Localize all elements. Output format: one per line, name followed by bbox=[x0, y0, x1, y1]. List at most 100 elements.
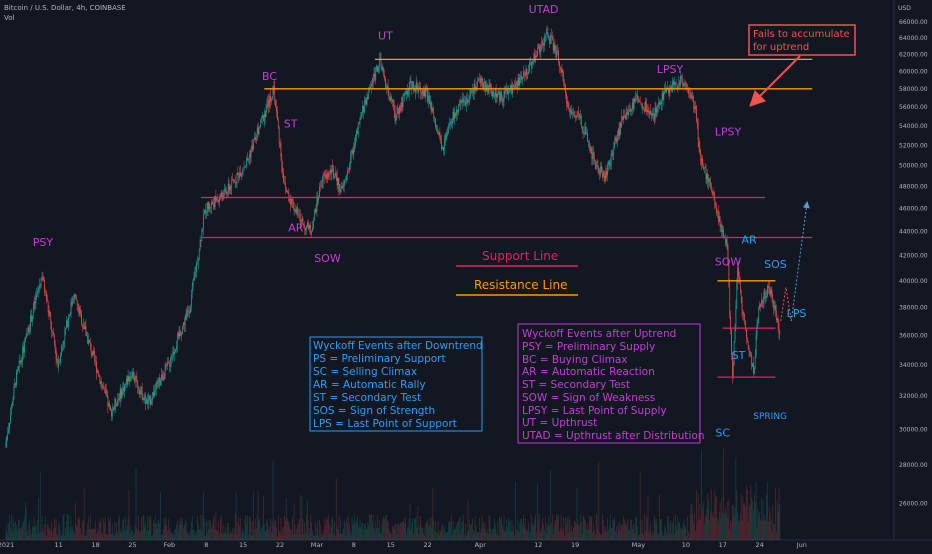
price-tick-label: 40000.00 bbox=[899, 278, 928, 285]
candle-body bbox=[279, 142, 281, 145]
candle-body bbox=[700, 153, 702, 164]
volume-bar bbox=[28, 525, 30, 540]
volume-bar bbox=[45, 516, 46, 540]
price-tick-label: 60000.00 bbox=[899, 68, 928, 75]
candle-body bbox=[522, 77, 523, 80]
volume-bar bbox=[25, 508, 27, 540]
candle-body bbox=[592, 152, 594, 160]
candle-body bbox=[252, 145, 254, 150]
candle-body bbox=[169, 362, 170, 367]
candle-body bbox=[542, 41, 544, 44]
volume-bar bbox=[379, 532, 381, 540]
candle-body bbox=[363, 105, 364, 113]
candle-body bbox=[412, 81, 414, 89]
price-tick-label: 26000.00 bbox=[899, 500, 928, 507]
candle-body bbox=[310, 228, 312, 235]
volume-bar bbox=[765, 520, 767, 540]
candle-body bbox=[256, 128, 258, 141]
volume-bar bbox=[311, 522, 313, 540]
candle-body bbox=[660, 101, 662, 104]
candle-body bbox=[486, 84, 488, 92]
volume-bar bbox=[143, 515, 145, 540]
uptrend-legend: Wyckoff Events after Uptrend PSY = Preli… bbox=[517, 323, 704, 444]
volume-bar bbox=[164, 525, 166, 540]
candle-body bbox=[524, 75, 526, 76]
candle-body bbox=[226, 193, 228, 195]
volume-bar bbox=[285, 498, 287, 540]
candle-body bbox=[270, 98, 272, 102]
volume-bar bbox=[133, 532, 135, 540]
volume-bar bbox=[219, 533, 220, 540]
candle-body bbox=[665, 87, 666, 93]
volume-bar bbox=[364, 524, 366, 540]
candle-body bbox=[240, 172, 241, 177]
volume-bar bbox=[326, 519, 327, 540]
volume-bar bbox=[391, 534, 392, 540]
candle-body bbox=[89, 342, 91, 345]
candle-body bbox=[145, 395, 147, 404]
volume-bar bbox=[43, 532, 45, 540]
candle-body bbox=[582, 126, 584, 133]
volume-bar bbox=[502, 529, 504, 540]
candle-body bbox=[289, 198, 291, 202]
volume-bar bbox=[356, 515, 358, 540]
candle-body bbox=[612, 152, 614, 155]
candle-body bbox=[153, 392, 154, 397]
volume-bar bbox=[312, 530, 313, 540]
volume-bar bbox=[227, 523, 229, 540]
volume-bar bbox=[735, 458, 737, 540]
volume-bar bbox=[666, 532, 667, 540]
candle-body bbox=[428, 95, 429, 102]
candle-body bbox=[689, 92, 691, 96]
candle-body bbox=[234, 181, 236, 184]
candle-body bbox=[282, 166, 284, 173]
candle-body bbox=[654, 107, 656, 120]
candle-body bbox=[176, 346, 177, 350]
volume-bar bbox=[263, 495, 264, 540]
volume-bar bbox=[445, 533, 447, 540]
candle-body bbox=[73, 298, 74, 301]
candle-body bbox=[519, 77, 521, 86]
volume-bar bbox=[532, 525, 534, 540]
candle-body bbox=[411, 81, 413, 89]
candle-body bbox=[382, 68, 384, 70]
candle-body bbox=[753, 366, 755, 374]
candle-body bbox=[562, 72, 564, 76]
volume-bar bbox=[408, 518, 410, 540]
candle-body bbox=[699, 147, 701, 154]
volume-bar bbox=[694, 511, 695, 540]
candle-body bbox=[757, 321, 759, 325]
candle-body bbox=[725, 239, 727, 244]
candle-body bbox=[642, 107, 644, 109]
volume-bar bbox=[290, 529, 291, 540]
candle-body bbox=[636, 95, 637, 96]
time-tick-label: 25 bbox=[128, 541, 136, 549]
volume-bar bbox=[217, 531, 219, 540]
volume-bar bbox=[384, 518, 385, 540]
candle-body bbox=[253, 140, 255, 150]
volume-bar bbox=[559, 531, 560, 540]
volume-bar bbox=[513, 525, 515, 540]
candle-body bbox=[208, 203, 210, 210]
volume-bar bbox=[412, 518, 414, 540]
candle-body bbox=[544, 34, 546, 37]
candle-body bbox=[416, 82, 418, 89]
candle-body bbox=[92, 350, 94, 356]
volume-bar bbox=[226, 533, 227, 540]
volume-bar bbox=[255, 528, 257, 540]
volume-bar bbox=[371, 514, 372, 540]
volume-bar bbox=[325, 524, 327, 540]
candle-body bbox=[465, 98, 467, 106]
candle-body bbox=[745, 321, 746, 331]
volume-bar bbox=[737, 512, 739, 540]
candle-body bbox=[41, 277, 43, 278]
candle-body bbox=[749, 351, 751, 353]
candle-body bbox=[573, 111, 574, 113]
volume-bar bbox=[308, 534, 310, 540]
uptrend-legend-item: UTAD = Upthrust after Distribution bbox=[522, 430, 704, 442]
volume-bar bbox=[600, 534, 601, 540]
candle-body bbox=[771, 289, 773, 298]
volume-bar bbox=[645, 515, 647, 540]
candle-body bbox=[734, 326, 736, 342]
